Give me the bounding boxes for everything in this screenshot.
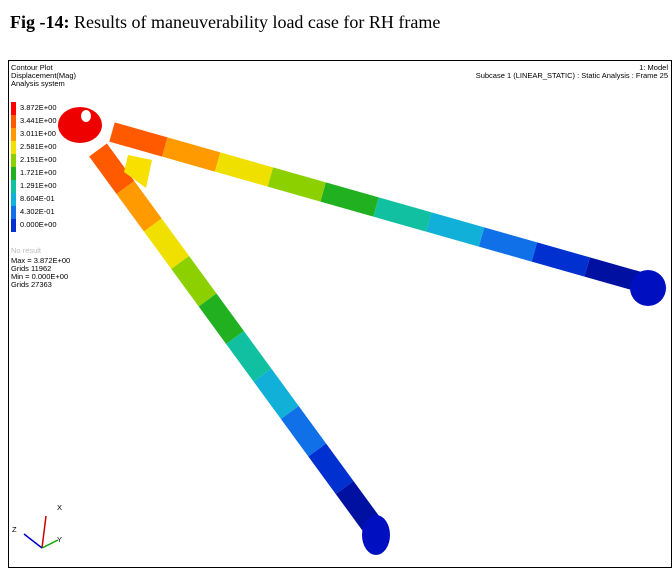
legend-swatch	[11, 102, 16, 115]
legend-label: 2.151E+00	[20, 155, 57, 164]
header-line: Analysis system	[11, 79, 65, 88]
legend-label: 1.291E+00	[20, 181, 57, 190]
legend-label: 8.604E-01	[20, 194, 55, 203]
page: Fig -14: Results of maneuverability load…	[0, 0, 672, 568]
legend-swatch	[11, 167, 16, 180]
legend-label: 3.441E+00	[20, 116, 57, 125]
legend-swatch	[11, 115, 16, 128]
axis-label: Z	[12, 525, 17, 534]
stat: Grids 27363	[11, 280, 52, 289]
legend-swatch	[11, 219, 16, 232]
legend-swatch	[11, 180, 16, 193]
legend-label: 3.011E+00	[20, 129, 56, 138]
legend-label: 2.581E+00	[20, 142, 57, 151]
legend-label: 4.302E-01	[20, 207, 55, 216]
subcase: Subcase 1 (LINEAR_STATIC) : Static Analy…	[476, 71, 668, 80]
apex	[58, 107, 102, 143]
legend-label: 3.872E+00	[20, 103, 57, 112]
legend-swatch	[11, 128, 16, 141]
apex-hole	[81, 110, 91, 122]
end-cap	[362, 515, 390, 555]
axis-label: X	[57, 503, 62, 512]
legend-swatch	[11, 154, 16, 167]
legend-label: 0.000E+00	[20, 220, 57, 229]
axis-label: Y	[57, 535, 62, 544]
legend-swatch	[11, 141, 16, 154]
legend-label: 1.721E+00	[20, 168, 57, 177]
legend-swatch	[11, 206, 16, 219]
figure: Contour Plot Displacement(Mag) Analysis …	[0, 0, 672, 568]
no-result: No result	[11, 246, 42, 255]
end-cap	[630, 270, 666, 306]
legend-swatch	[11, 193, 16, 206]
